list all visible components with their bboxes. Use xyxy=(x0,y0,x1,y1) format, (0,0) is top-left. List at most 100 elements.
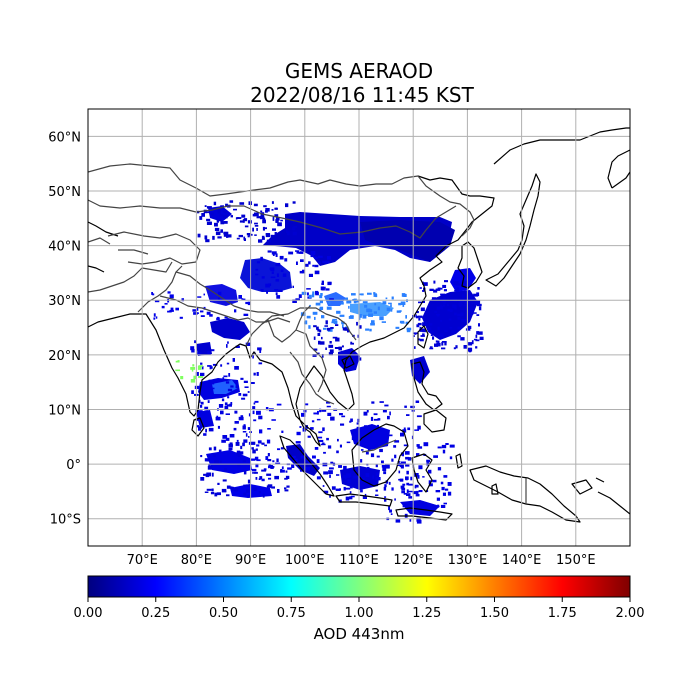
aod-pixel xyxy=(251,468,257,472)
aod-pixel xyxy=(219,460,222,463)
aod-pixel xyxy=(452,304,457,309)
aod-pixel xyxy=(328,344,334,348)
aod-pixel xyxy=(208,464,211,466)
aod-pixel xyxy=(477,331,483,335)
aod-pixel xyxy=(399,478,404,482)
aod-pixel xyxy=(426,490,429,492)
aod-pixel xyxy=(268,477,272,480)
aod-pixel xyxy=(206,206,212,209)
aod-pixel xyxy=(250,458,255,461)
aod-pixel xyxy=(440,319,442,322)
aod-pixel xyxy=(415,490,419,494)
aod-pixel xyxy=(308,325,311,329)
aod-pixel xyxy=(261,478,265,482)
aod-pixel xyxy=(322,427,325,432)
aod-pixel xyxy=(216,219,219,223)
aod-pixel xyxy=(153,313,156,317)
aod-pixel xyxy=(236,237,240,240)
aod-pixel xyxy=(349,420,352,423)
aod-pixel xyxy=(222,377,225,382)
aod-pixel xyxy=(457,313,463,317)
aod-pixel xyxy=(275,462,281,465)
colorbar-ticks: 0.00 0.25 0.50 0.75 1.00 1.25 1.50 1.75 2.00 xyxy=(74,597,644,621)
aod-pixel xyxy=(230,486,233,489)
aod-pixel xyxy=(335,337,340,342)
aod-pixel xyxy=(475,300,481,305)
aod-pixel xyxy=(390,308,393,312)
aod-pixel xyxy=(391,296,394,300)
aod-pixel xyxy=(405,315,407,319)
aod-pixel xyxy=(384,484,387,488)
aod-pixel xyxy=(386,307,391,311)
aod-pixel xyxy=(234,309,237,313)
aod-pixel xyxy=(262,237,265,240)
aod-pixel xyxy=(204,406,209,411)
aod-pixel xyxy=(415,494,420,497)
aod-pixel xyxy=(308,273,313,277)
aod-pixel xyxy=(328,470,333,475)
aod-pixel xyxy=(384,443,388,447)
aod-pixel xyxy=(394,440,400,443)
aod-pixel xyxy=(175,307,179,311)
aod-pixel xyxy=(308,294,312,299)
aod-pixel xyxy=(359,436,364,438)
aod-pixel xyxy=(321,336,323,340)
aod-pixel xyxy=(339,444,342,448)
aod-pixel xyxy=(284,487,287,490)
aod-pixel xyxy=(331,486,336,490)
aod-pixel xyxy=(323,451,326,454)
aod-pixel xyxy=(267,484,273,487)
lon-tick-label: 80°E xyxy=(181,553,212,568)
aod-pixel xyxy=(476,331,479,335)
aod-pixel xyxy=(259,429,263,434)
aod-pixel xyxy=(198,427,202,431)
aod-pixel xyxy=(382,467,387,471)
aod-pixel xyxy=(304,403,309,406)
aod-patch-tibet xyxy=(240,258,292,292)
aod-pixel xyxy=(454,307,457,310)
aod-pixel xyxy=(199,404,203,408)
aod-pixel xyxy=(462,294,465,299)
aod-pixel xyxy=(410,405,415,409)
lon-tick-label: 70°E xyxy=(127,553,158,568)
aod-pixel xyxy=(418,318,421,321)
aod-pixel xyxy=(322,442,325,445)
aod-pixel xyxy=(205,239,210,243)
aod-pixel xyxy=(266,290,268,294)
aod-pixel xyxy=(310,251,316,255)
aod-pixel xyxy=(433,280,436,284)
aod-pixel xyxy=(254,456,259,461)
aod-pixel xyxy=(389,509,392,513)
aod-pixel xyxy=(381,427,384,432)
aod-pixel xyxy=(299,426,302,428)
aod-pixel xyxy=(292,218,297,221)
aod-pixel xyxy=(317,436,323,439)
aod-pixel xyxy=(340,302,344,305)
aod-pixel xyxy=(478,323,480,327)
aod-pixel xyxy=(256,459,261,462)
aod-pixel xyxy=(197,233,201,238)
aod-pixel xyxy=(209,380,215,385)
coastline-islands-east xyxy=(455,453,630,515)
aod-pixel xyxy=(211,387,215,390)
aod-pixel xyxy=(388,506,390,511)
aod-pixel xyxy=(247,301,251,306)
aod-pixel xyxy=(192,364,195,367)
aod-pixel xyxy=(262,219,266,224)
aod-pixel xyxy=(367,448,370,452)
aod-pixel xyxy=(388,302,392,305)
aod-pixel xyxy=(265,407,269,411)
aod-pixel xyxy=(222,214,228,219)
aod-pixel xyxy=(357,334,360,338)
aod-pixel xyxy=(287,467,292,470)
aod-pixel xyxy=(258,239,263,243)
aod-pixel xyxy=(415,315,419,319)
aod-pixel xyxy=(284,477,288,480)
aod-pixel xyxy=(428,480,432,485)
aod-pixel xyxy=(475,346,478,349)
aod-pixel xyxy=(292,299,297,303)
aod-pixel xyxy=(197,410,203,414)
aod-pixel xyxy=(285,470,288,473)
aod-pixel xyxy=(336,450,339,454)
aod-pixel xyxy=(266,485,272,488)
